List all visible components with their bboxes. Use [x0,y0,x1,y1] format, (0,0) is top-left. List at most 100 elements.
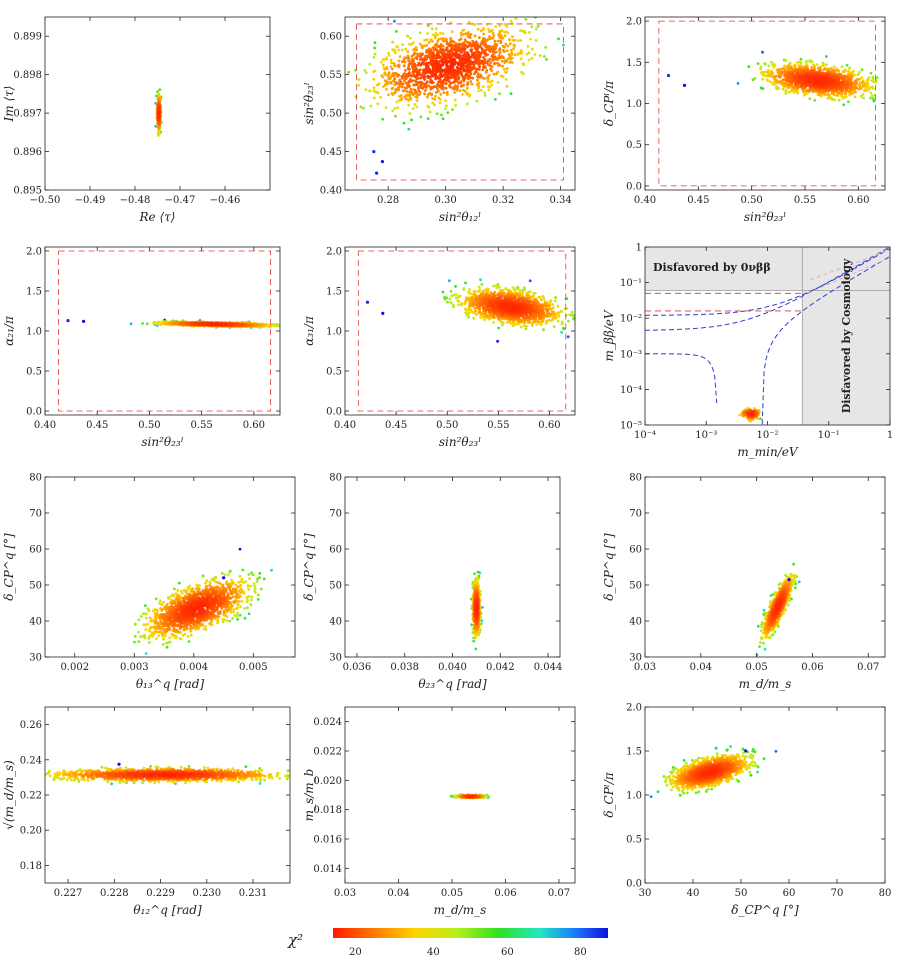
point [450,30,454,34]
point [458,89,462,93]
point [482,27,486,31]
point [824,80,828,83]
point [407,71,411,75]
point [775,79,779,83]
point [496,39,500,43]
point [562,43,565,47]
x-axis-label: sin²θ₁₂ˡ [439,210,481,224]
point [372,77,376,81]
point [453,60,457,64]
point [158,88,162,91]
point [506,31,510,34]
point [512,47,515,51]
point [426,80,429,84]
point [481,62,485,66]
point [430,27,434,31]
point [429,50,433,54]
point [436,87,439,91]
point [449,44,453,48]
point [492,34,496,38]
point [372,55,376,59]
point [870,94,874,98]
point [426,24,430,28]
point [483,9,486,12]
point [507,38,511,42]
point [440,81,443,85]
point [486,76,489,79]
point [534,39,538,42]
point [437,96,441,100]
point [414,95,417,99]
point [372,86,376,89]
point [413,65,417,68]
point [446,300,449,304]
point [505,67,509,71]
point [519,289,523,293]
point [419,73,423,77]
point [480,283,484,286]
point [504,78,508,81]
point [530,57,534,60]
point [477,285,481,289]
point [543,55,546,58]
point [761,50,764,54]
point [466,32,470,36]
point [508,61,512,64]
point [472,44,475,48]
point [461,75,465,78]
point [472,290,476,293]
point [388,76,391,80]
point [446,93,449,96]
point [509,92,513,96]
point [397,48,401,52]
point [485,60,489,64]
scatter-s23_s12 [347,9,584,175]
point [491,36,495,40]
point [397,63,401,67]
point [445,63,448,67]
point [425,85,428,88]
point [499,35,503,39]
point [425,43,429,47]
point [385,67,389,71]
point [465,68,469,71]
point [504,42,508,46]
point [503,34,507,38]
point [795,79,799,83]
point [520,70,523,74]
point [406,74,410,78]
point [498,24,502,27]
point [417,89,421,92]
point [556,319,560,323]
point [782,67,786,71]
point [458,43,461,47]
point [437,56,441,59]
point [556,312,560,316]
point [386,80,389,84]
point [447,54,451,57]
point [581,20,584,23]
point [536,12,539,15]
point [482,32,485,36]
x-tick-label: 0.55 [794,195,816,206]
point [417,69,421,72]
frame-tau [44,16,271,191]
point [514,17,518,20]
point [396,106,400,110]
point [429,78,433,82]
point [450,64,453,68]
point [465,65,469,68]
point [498,92,501,95]
point [556,304,560,308]
point [875,76,879,80]
point [449,82,452,85]
point [781,78,785,82]
point [157,100,160,104]
point [424,82,428,86]
point [436,63,439,67]
point [435,56,438,60]
point [492,321,495,324]
point [502,50,506,53]
point [498,51,502,55]
point [394,88,398,91]
